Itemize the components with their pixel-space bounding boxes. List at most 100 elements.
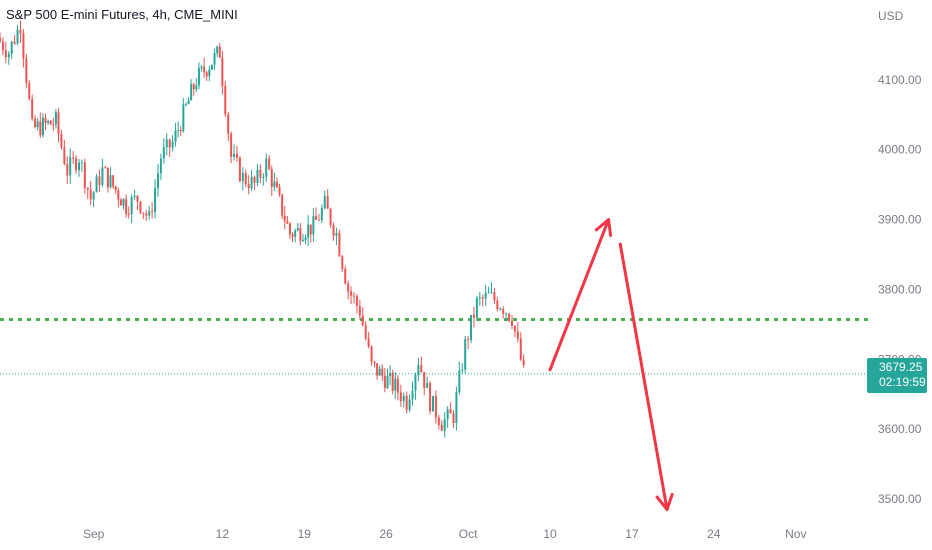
candle-body [326,196,329,209]
candle-body [309,224,312,235]
candle-body [312,216,315,235]
candle-body [294,230,297,237]
candle-body [508,313,511,321]
candle-body [281,194,284,216]
candle-body [233,153,236,157]
candle-body [470,314,473,341]
candle-body [475,297,478,318]
candle-body [142,212,145,214]
candle-body [396,378,399,393]
candle-body [399,392,402,402]
candle-body [205,72,208,77]
candle-body [4,50,7,58]
candle-body [122,199,125,206]
candle-body [402,395,405,402]
candle-body [101,167,104,185]
candle-body [496,300,499,310]
time-tick-label: 24 [707,527,721,541]
candle-body [386,376,389,389]
candle-body [314,216,317,220]
candle-body [39,121,42,136]
candle-body [338,232,341,257]
candle-body [510,320,513,326]
candle-body [114,186,117,191]
candle-body [41,117,44,136]
plot-area[interactable] [0,20,870,512]
candle-body [370,346,373,362]
candle-body [244,172,247,185]
candle-body [86,188,89,190]
candle-body [75,158,78,171]
candle-body [210,64,213,70]
time-tick-label: Oct [459,527,478,541]
candle-body [304,237,307,241]
candle-body [195,85,198,90]
candle-body [112,175,115,187]
time-tick-label: Nov [785,527,806,541]
candle-body [10,41,13,54]
price-tick-label: 4100.00 [878,73,922,87]
candle-body [391,372,394,391]
candle-body [22,33,25,59]
candle-body [139,201,142,213]
candle-body [117,190,120,200]
price-tick-label: 3500.00 [878,492,922,506]
candle-body [358,305,361,316]
candle-body [262,176,265,178]
candle-body [519,338,522,360]
candle-body [208,69,211,77]
candle-body [275,181,278,188]
candle-body [28,82,31,99]
candle-body [417,364,420,376]
candle-body [72,157,75,159]
candle-body [429,383,432,412]
candle-body [446,409,449,420]
candle-body [133,195,136,198]
candle-body [522,359,525,366]
time-tick-label: 17 [625,527,639,541]
candle-body [89,189,92,200]
candle-body [109,175,112,188]
candle-body [376,363,379,376]
candle-body [329,208,332,225]
candle-body [288,223,291,235]
price-axis[interactable]: USD 4100.004000.003900.003800.003700.003… [878,9,922,506]
candle-body [513,325,516,332]
candle-body [270,169,273,187]
candle-body [125,199,128,214]
candle-body [190,84,193,101]
candle-body [317,219,320,221]
candle-body [182,104,185,132]
price-tick-label: 3600.00 [878,422,922,436]
candle-body [481,297,484,299]
candle-body [411,390,414,400]
candle-body [484,292,487,299]
candle-body [80,162,83,164]
candle-body [437,417,440,425]
candle-body [36,121,39,128]
price-tick-label: 4000.00 [878,143,922,157]
candle-body [250,176,253,189]
price-tick-label: 3800.00 [878,282,922,296]
candle-body [104,167,107,169]
candle-body [54,112,57,125]
candle-body [66,163,69,176]
candle-body [77,162,80,171]
candle-body [16,29,19,44]
candle-body [291,234,294,237]
candle-body [283,215,286,222]
candle-body [423,371,426,388]
candle-body [241,172,244,182]
candle-body [19,29,22,34]
time-axis[interactable]: Sep 12 19 26 Oct 10 17 24 Nov [83,527,807,541]
candle-body [478,297,481,299]
candle-body [443,419,446,431]
candle-body [25,58,28,83]
candle-body [394,378,397,391]
candle-body [44,117,47,123]
candle-body [432,396,434,412]
candle-body [378,368,381,376]
candle-body [353,295,356,297]
candle-body [197,68,200,86]
